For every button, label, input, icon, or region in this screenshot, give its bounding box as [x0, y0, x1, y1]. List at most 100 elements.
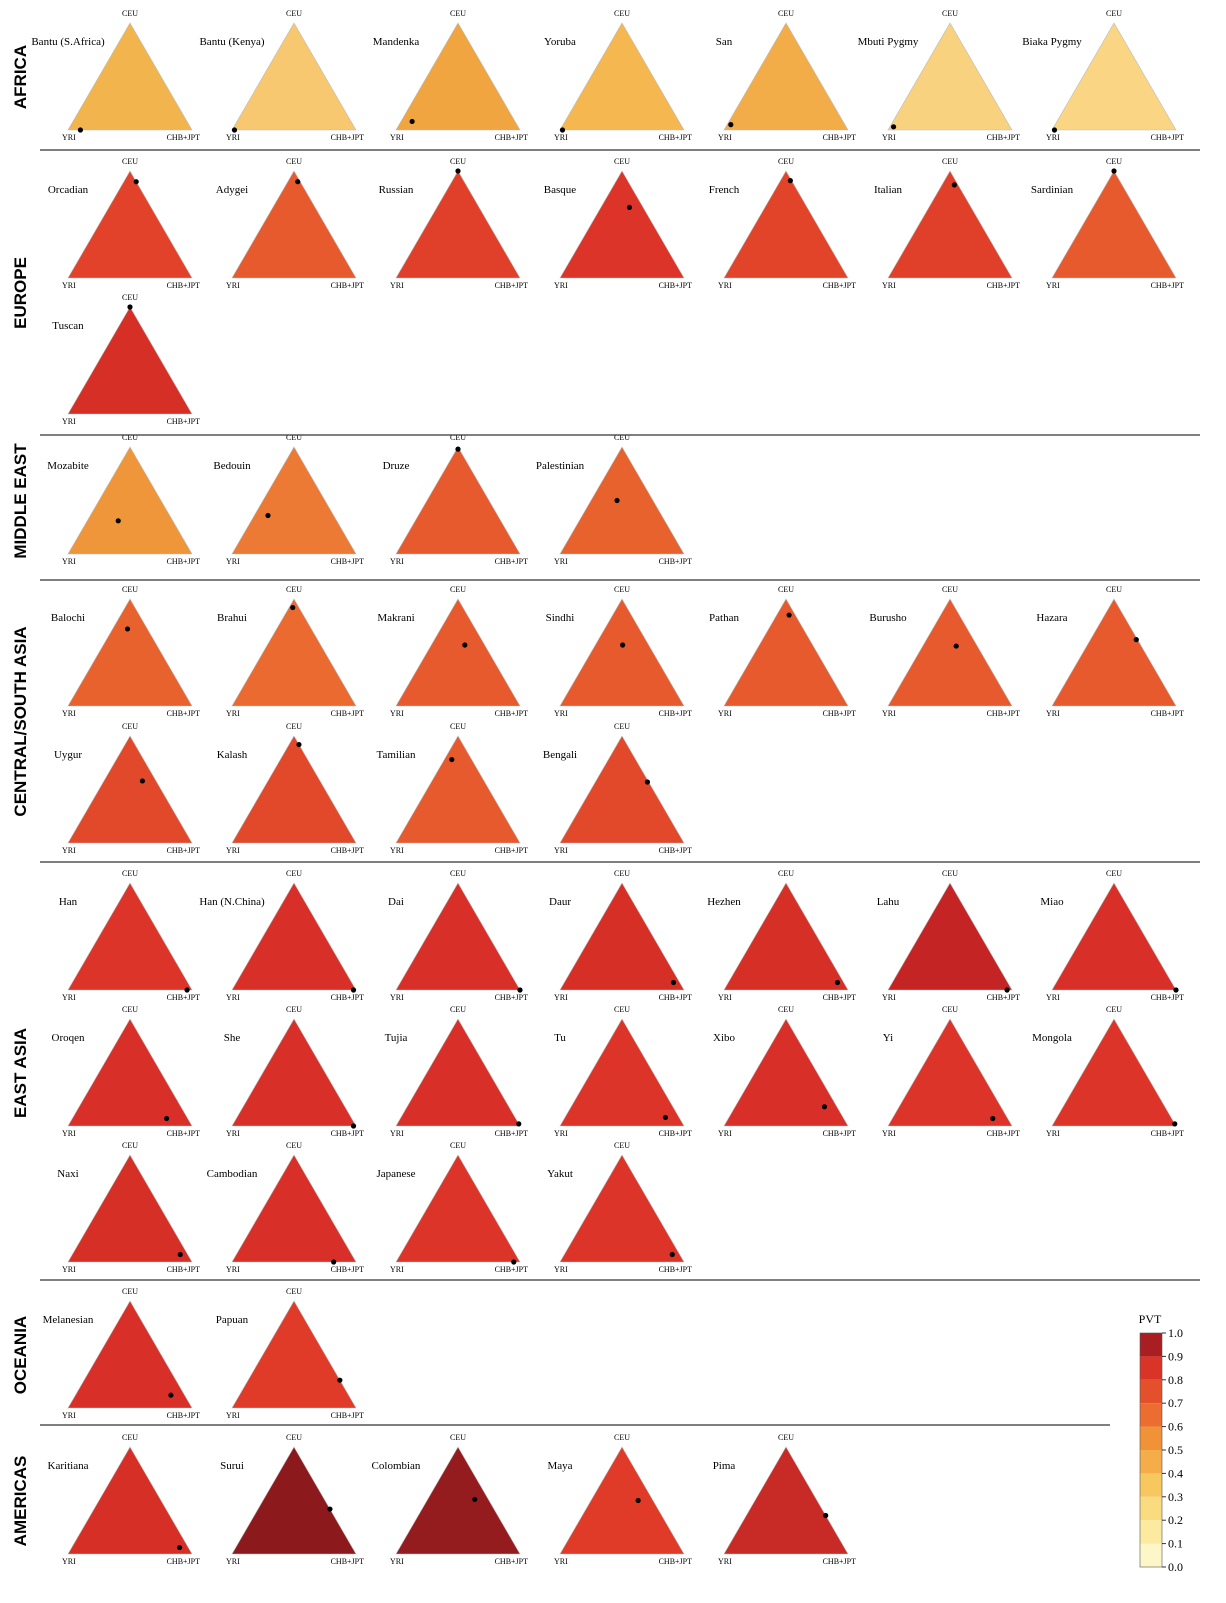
axis-label-top: CEU — [942, 157, 958, 166]
axis-label-left: YRI — [62, 709, 76, 718]
region-label: CENTRAL/SOUTH ASIA — [11, 626, 30, 816]
axis-label-top: CEU — [942, 585, 958, 594]
panel-label: Tamilian — [377, 749, 416, 761]
panel-label: Yi — [883, 1032, 893, 1044]
panel-label: Pathan — [709, 612, 739, 624]
axis-label-top: CEU — [1106, 869, 1122, 878]
sample-point — [834, 979, 841, 986]
panel-label: Karitiana — [48, 1460, 89, 1472]
sample-point — [990, 1115, 996, 1122]
ternary-triangle — [1051, 1018, 1177, 1127]
panel-label: Maya — [547, 1460, 572, 1472]
panel-label: Papuan — [216, 1314, 249, 1326]
axis-label-right: CHB+JPT — [331, 1129, 365, 1138]
axis-label-top: CEU — [614, 157, 630, 166]
axis-label-left: YRI — [390, 557, 404, 566]
ternary-triangle — [67, 446, 193, 555]
axis-label-right: CHB+JPT — [495, 281, 529, 290]
axis-label-left: YRI — [554, 133, 568, 142]
axis-label-right: CHB+JPT — [659, 846, 693, 855]
sample-point — [517, 987, 523, 993]
sample-point — [163, 1115, 170, 1122]
axis-label-left: YRI — [718, 1129, 732, 1138]
ternary-triangle — [67, 306, 193, 415]
colorbar-segment — [1140, 1520, 1162, 1544]
colorbar-tick-label: 0.7 — [1168, 1396, 1183, 1410]
axis-label-left: YRI — [390, 846, 404, 855]
ternary-triangle — [67, 882, 193, 991]
sample-point — [1051, 127, 1058, 133]
panel-label: Melanesian — [43, 1314, 94, 1326]
axis-label-left: YRI — [390, 1265, 404, 1274]
sample-point — [455, 446, 461, 452]
axis-label-right: CHB+JPT — [167, 133, 201, 142]
sample-point — [662, 1114, 669, 1121]
panel-label: Naxi — [57, 1168, 78, 1180]
panel-label: Mongola — [1032, 1032, 1072, 1044]
axis-label-top: CEU — [286, 722, 302, 731]
region-label: AFRICA — [11, 45, 30, 109]
axis-label-top: CEU — [286, 157, 302, 166]
axis-label-top: CEU — [614, 1005, 630, 1014]
sample-point — [787, 178, 793, 184]
ternary-triangle — [231, 598, 357, 707]
colorbar-segment — [1140, 1356, 1162, 1380]
panel-label: Adygei — [216, 184, 248, 196]
ternary-triangle — [559, 598, 685, 707]
axis-label-left: YRI — [226, 846, 240, 855]
axis-label-left: YRI — [554, 846, 568, 855]
axis-label-top: CEU — [1106, 9, 1122, 18]
axis-label-top: CEU — [286, 433, 302, 442]
axis-label-top: CEU — [122, 433, 138, 442]
panel-label: Han — [59, 896, 78, 908]
axis-label-top: CEU — [778, 157, 794, 166]
axis-label-right: CHB+JPT — [495, 1265, 529, 1274]
panel-label: Yakut — [547, 1168, 573, 1180]
axis-label-right: CHB+JPT — [331, 557, 365, 566]
sample-point — [177, 1251, 183, 1258]
ternary-triangle — [231, 446, 357, 555]
axis-label-right: CHB+JPT — [167, 1265, 201, 1274]
axis-label-left: YRI — [554, 1129, 568, 1138]
colorbar-tick-label: 0.6 — [1168, 1420, 1183, 1434]
axis-label-right: CHB+JPT — [495, 1557, 529, 1566]
sample-point — [184, 987, 190, 993]
ternary-triangle — [231, 1446, 357, 1555]
axis-label-right: CHB+JPT — [1151, 993, 1185, 1002]
axis-label-right: CHB+JPT — [1151, 281, 1185, 290]
region-label: EUROPE — [11, 257, 30, 329]
axis-label-left: YRI — [554, 1557, 568, 1566]
colorbar-tick-label: 0.2 — [1168, 1513, 1183, 1527]
axis-label-left: YRI — [62, 1265, 76, 1274]
axis-label-left: YRI — [226, 709, 240, 718]
ternary-triangle — [395, 446, 521, 555]
axis-label-right: CHB+JPT — [167, 557, 201, 566]
axis-label-right: CHB+JPT — [167, 846, 201, 855]
sample-point — [620, 642, 626, 648]
axis-label-right: CHB+JPT — [495, 846, 529, 855]
axis-label-left: YRI — [390, 1129, 404, 1138]
axis-label-top: CEU — [286, 1287, 302, 1296]
sample-point — [951, 182, 957, 188]
axis-label-right: CHB+JPT — [167, 1557, 201, 1566]
axis-label-top: CEU — [286, 585, 302, 594]
axis-label-right: CHB+JPT — [495, 557, 529, 566]
sample-point — [265, 512, 271, 519]
axis-label-left: YRI — [554, 993, 568, 1002]
ternary-triangle — [395, 1154, 521, 1263]
axis-label-left: YRI — [62, 281, 76, 290]
axis-label-right: CHB+JPT — [823, 1557, 857, 1566]
panel-label: Hezhen — [707, 896, 741, 908]
sample-point — [296, 741, 302, 748]
ternary-triangle — [231, 735, 357, 844]
axis-label-top: CEU — [286, 1005, 302, 1014]
axis-label-top: CEU — [122, 869, 138, 878]
colorbar-tick-label: 0.8 — [1168, 1373, 1183, 1387]
axis-label-left: YRI — [882, 133, 896, 142]
axis-label-left: YRI — [882, 1129, 896, 1138]
colorbar-segment — [1140, 1473, 1162, 1497]
axis-label-top: CEU — [450, 1005, 466, 1014]
axis-label-left: YRI — [62, 417, 76, 426]
axis-label-right: CHB+JPT — [331, 846, 365, 855]
